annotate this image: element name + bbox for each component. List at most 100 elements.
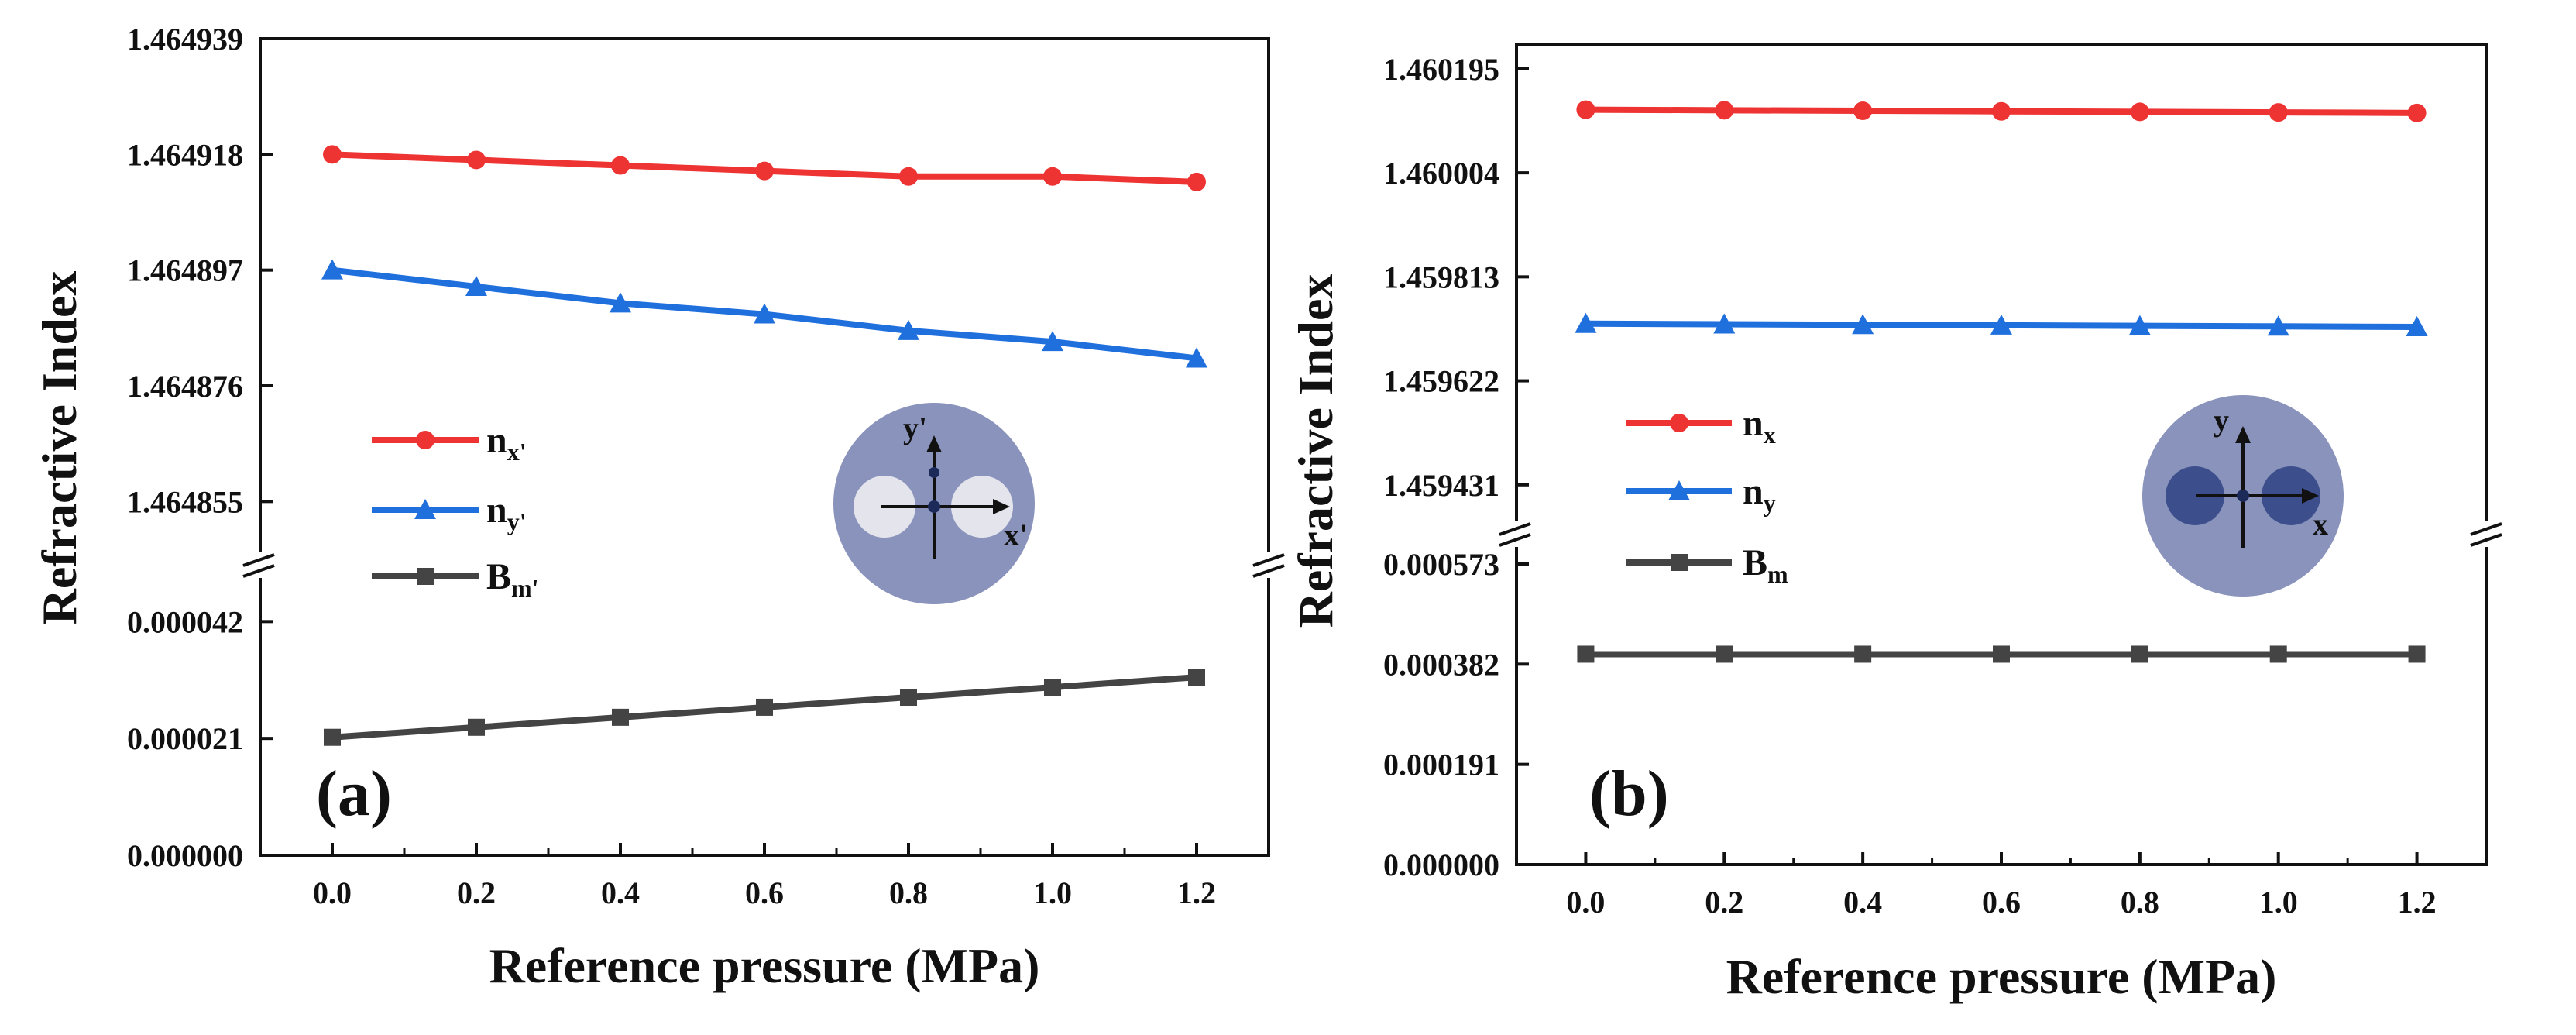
- x-tick-label: 1.0: [1033, 875, 1072, 910]
- panel-a-axis-break: [240, 552, 1289, 578]
- y-tick-label: 0.000573: [1383, 547, 1499, 582]
- data-point: [611, 156, 630, 175]
- legend-item-bm-prime: Bm': [372, 556, 539, 602]
- data-point: [2269, 645, 2287, 663]
- legend-bm-name: B: [1743, 542, 1767, 583]
- legend-nx-name: n: [1743, 403, 1764, 444]
- data-point: [2408, 645, 2426, 663]
- data-point: [1993, 645, 2010, 663]
- panel-a-ticks: [260, 37, 1198, 857]
- data-point: [1575, 312, 1597, 333]
- x-tick-label: 0.0: [1566, 885, 1605, 920]
- legend-nx-prime-name: n: [486, 420, 507, 461]
- y-tick-label: 1.464855: [127, 484, 243, 519]
- svg-text:nx': nx': [486, 420, 527, 466]
- panel-b-ticks: [1516, 67, 2419, 866]
- legend-bm-prime-sub: m': [511, 574, 539, 602]
- legend-item-ny: ny: [1626, 471, 1776, 517]
- legend-nx-prime-sub: x': [507, 438, 527, 466]
- data-point: [2130, 102, 2149, 122]
- y-tick-label: 1.459622: [1383, 364, 1499, 399]
- y-tick-label: 1.464918: [127, 137, 243, 172]
- legend-nx-sub: x: [1764, 421, 1776, 449]
- data-point: [1043, 167, 1062, 186]
- legend-item-ny-prime: ny': [372, 490, 527, 535]
- legend-ny-name: n: [1743, 471, 1764, 512]
- x-tick-label: 0.0: [313, 875, 352, 910]
- panel-b-tick-labels: 0.0 0.2 0.4 0.6 0.8 1.0 1.2 1.460195 1.460004 1.4…: [1383, 52, 2437, 920]
- panel-b-axes-frame: [1515, 43, 2488, 866]
- svg-text:ny': ny': [486, 490, 527, 535]
- data-point: [610, 292, 631, 313]
- data-point: [1853, 101, 1873, 121]
- data-point: [2128, 315, 2151, 335]
- x-tick-label: 0.2: [1705, 885, 1743, 920]
- x-tick-label: 1.2: [2398, 885, 2437, 920]
- panel-b-legend: nx ny Bm: [1626, 403, 1788, 588]
- data-point: [465, 276, 487, 296]
- panel-b-label: (b): [1589, 758, 1669, 830]
- data-point: [2267, 315, 2289, 336]
- series-B-m': [324, 669, 1205, 746]
- data-point: [1186, 347, 1207, 368]
- x-tick-label: 0.8: [889, 875, 928, 910]
- inset-x-prime-label: x': [1004, 518, 1028, 552]
- panel-a-fiber-inset: x' y': [833, 403, 1035, 604]
- y-tick-label: 1.460004: [1383, 156, 1499, 191]
- x-tick-label: 0.6: [1982, 885, 2021, 920]
- data-point: [612, 708, 629, 726]
- data-point: [1854, 645, 1872, 663]
- panel-a-legend: nx' ny' Bm': [372, 420, 539, 602]
- series-n-x: [1576, 100, 2427, 122]
- data-point: [1044, 679, 1061, 696]
- panel-b-chart: 0.0 0.2 0.4 0.6 0.8 1.0 1.2 1.460195 1.460004 1.4…: [1288, 43, 2506, 1004]
- x-tick-label: 1.2: [1177, 875, 1216, 910]
- legend-item-nx-prime: nx': [372, 420, 527, 466]
- series-n-y': [321, 259, 1207, 368]
- y-tick-label: 0.000021: [127, 721, 243, 756]
- inset-y-prime-label: y': [903, 411, 927, 445]
- data-point: [898, 319, 919, 340]
- data-point: [1713, 313, 1736, 334]
- data-point: [1187, 172, 1206, 191]
- x-tick-label: 0.6: [745, 875, 784, 910]
- panel-a-label: (a): [316, 758, 392, 830]
- series-n-x': [323, 145, 1206, 191]
- legend-ny-prime-sub: y': [507, 507, 527, 535]
- y-tick-label: 1.459431: [1383, 468, 1499, 503]
- x-tick-label: 0.4: [601, 875, 640, 910]
- data-point: [324, 728, 341, 746]
- data-point: [323, 145, 342, 164]
- data-point: [1576, 100, 1595, 119]
- series-n-y: [1575, 312, 2428, 336]
- y-tick-label: 1.464876: [127, 369, 243, 404]
- series-B-m: [1577, 645, 2426, 663]
- data-point: [467, 150, 486, 170]
- y-tick-label: 0.000000: [127, 838, 243, 873]
- svg-text:nx: nx: [1743, 403, 1776, 449]
- data-point: [1715, 101, 1734, 120]
- data-point: [899, 167, 918, 186]
- panel-b-x-axis-title: Reference pressure (MPa): [1726, 949, 2277, 1004]
- legend-item-nx: nx: [1626, 403, 1776, 449]
- inset-x-label: x: [2313, 507, 2328, 542]
- y-tick-label: 0.000000: [1383, 848, 1499, 882]
- data-point: [2407, 103, 2427, 122]
- y-tick-label: 1.459813: [1383, 260, 1499, 294]
- svg-text:Bm: Bm: [1743, 542, 1788, 588]
- y-tick-label: 1.464897: [127, 253, 243, 288]
- x-tick-label: 0.8: [2121, 885, 2159, 920]
- x-tick-label: 0.4: [1843, 885, 1882, 920]
- x-tick-label: 0.2: [457, 875, 496, 910]
- panel-a-chart: 0.0 0.2 0.4 0.6 0.8 1.0 1.2 1.464939 1.464918 1.4…: [32, 22, 1289, 993]
- data-point: [1577, 645, 1595, 663]
- legend-ny-prime-name: n: [486, 490, 507, 531]
- panel-b-axis-break: [1496, 521, 2506, 547]
- y-tick-label: 0.000382: [1383, 647, 1499, 682]
- panel-b-series: [1575, 100, 2428, 663]
- data-point: [2269, 103, 2288, 122]
- data-point: [1188, 669, 1205, 686]
- data-point: [754, 303, 775, 324]
- data-point: [1992, 101, 2011, 121]
- data-point: [1990, 314, 2012, 335]
